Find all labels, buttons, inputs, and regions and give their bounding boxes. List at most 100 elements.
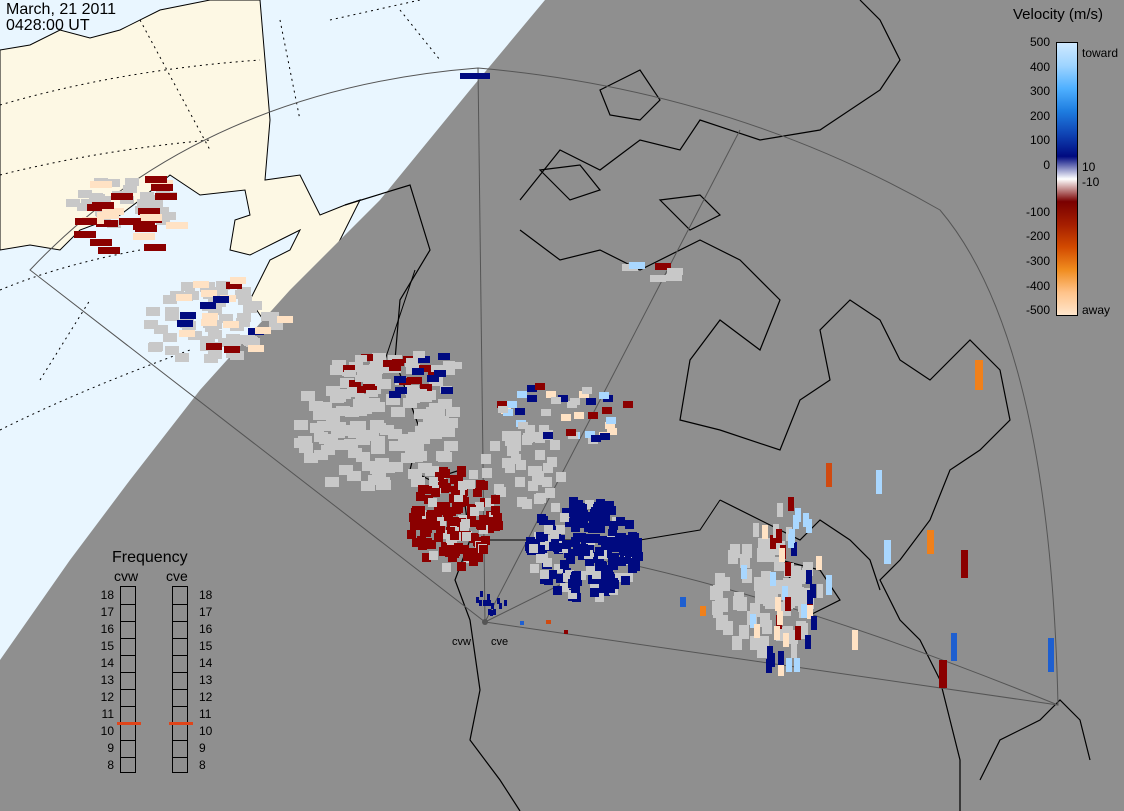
echo-cell [610, 580, 619, 589]
echo-cell [412, 368, 424, 375]
echo-cell [607, 428, 617, 435]
echo-cell [214, 287, 228, 296]
echo-cell [769, 653, 775, 667]
echo-cell [579, 391, 589, 398]
echo-cell [429, 403, 443, 413]
echo-cell [806, 570, 812, 584]
echo-cell [774, 626, 780, 640]
echo-cell [550, 530, 559, 539]
echo-cell [598, 536, 607, 545]
echo-cell [454, 475, 463, 484]
echo-cell [601, 587, 610, 596]
echo-cell [487, 594, 490, 600]
echo-cell [389, 391, 401, 398]
echo-cell [460, 545, 469, 554]
echo-cell [378, 379, 390, 386]
echo-cell [573, 547, 582, 556]
echo-cell [479, 481, 488, 490]
echo-cell [569, 497, 578, 506]
echo-cell [463, 552, 472, 561]
echo-cell [438, 399, 452, 409]
echo-cell [154, 325, 168, 334]
echo-cell [791, 542, 797, 556]
colorbar-tick: -100 [1025, 204, 1050, 219]
echo-cell [595, 562, 604, 571]
echo-cell [331, 428, 345, 438]
echo-cell [631, 562, 640, 571]
echo-cell [633, 546, 642, 555]
echo-cell [490, 610, 493, 616]
echo-cell [556, 525, 565, 534]
echo-cell [363, 384, 375, 391]
echo-cell [144, 244, 166, 251]
echo-cell [216, 281, 230, 290]
echo-cell [777, 611, 783, 625]
echo-cell [511, 431, 521, 441]
echo-cell [595, 556, 604, 565]
echo-cell [939, 660, 947, 688]
freq-scale-box-cve [169, 586, 193, 773]
echo-cell [569, 502, 578, 511]
echo-cell [78, 190, 92, 198]
freq-scale-label: 14 [199, 656, 213, 670]
echo-cell [407, 530, 416, 539]
echo-cell [496, 487, 506, 497]
colorbar-tick: 300 [1029, 84, 1050, 99]
echo-cell [337, 389, 351, 399]
echo-cell [535, 433, 545, 443]
echo-cell [438, 452, 452, 462]
echo-cell [606, 537, 615, 546]
echo-cell [201, 290, 217, 297]
echo-cell [571, 538, 580, 547]
echo-cell [826, 575, 832, 595]
echo-cell [420, 384, 432, 391]
echo-cell [332, 360, 346, 370]
echo-cell [96, 220, 118, 227]
echo-cell [479, 515, 488, 524]
echo-cell [102, 208, 124, 215]
frequency-title: Frequency [112, 549, 188, 566]
echo-cell [612, 539, 621, 548]
echo-cell [133, 233, 155, 240]
echo-cell [366, 390, 378, 397]
echo-cell [347, 471, 361, 481]
echo-cell [541, 409, 551, 416]
echo-cell [325, 477, 339, 487]
echo-cell [417, 536, 426, 545]
echo-cell [507, 401, 517, 408]
echo-cell [565, 570, 574, 579]
echo-cell [770, 572, 776, 586]
echo-cell [440, 484, 449, 493]
echo-cell [801, 604, 807, 618]
echo-cell [106, 179, 120, 187]
echo-cell [497, 401, 507, 408]
echo-cell [230, 277, 246, 284]
echo-cell [97, 212, 119, 219]
echo-cell [345, 407, 359, 417]
echo-cell [415, 389, 427, 396]
away-label: away [1082, 303, 1111, 317]
echo-cell [777, 503, 783, 517]
echo-cell [324, 436, 338, 446]
echo-cell [728, 550, 738, 564]
echo-cell [816, 556, 822, 570]
echo-cell [739, 625, 749, 639]
echo-cell [586, 566, 595, 575]
freq-scale-label: 13 [199, 673, 213, 687]
freq-gridline [121, 672, 135, 673]
echo-cell [543, 432, 553, 439]
echo-cell [166, 222, 188, 229]
echo-cell [776, 627, 786, 641]
freq-scale-label: 17 [100, 605, 114, 619]
echo-cell [146, 307, 160, 316]
echo-cell [368, 475, 382, 485]
echo-cell [434, 533, 443, 542]
echo-cell [441, 502, 450, 511]
echo-cell [435, 472, 444, 481]
echo-cell [481, 454, 491, 464]
freq-marker-cve [169, 722, 193, 725]
echo-cell [716, 616, 726, 630]
echo-cell [884, 540, 891, 564]
echo-cell [758, 538, 768, 552]
echo-cell [349, 362, 363, 372]
